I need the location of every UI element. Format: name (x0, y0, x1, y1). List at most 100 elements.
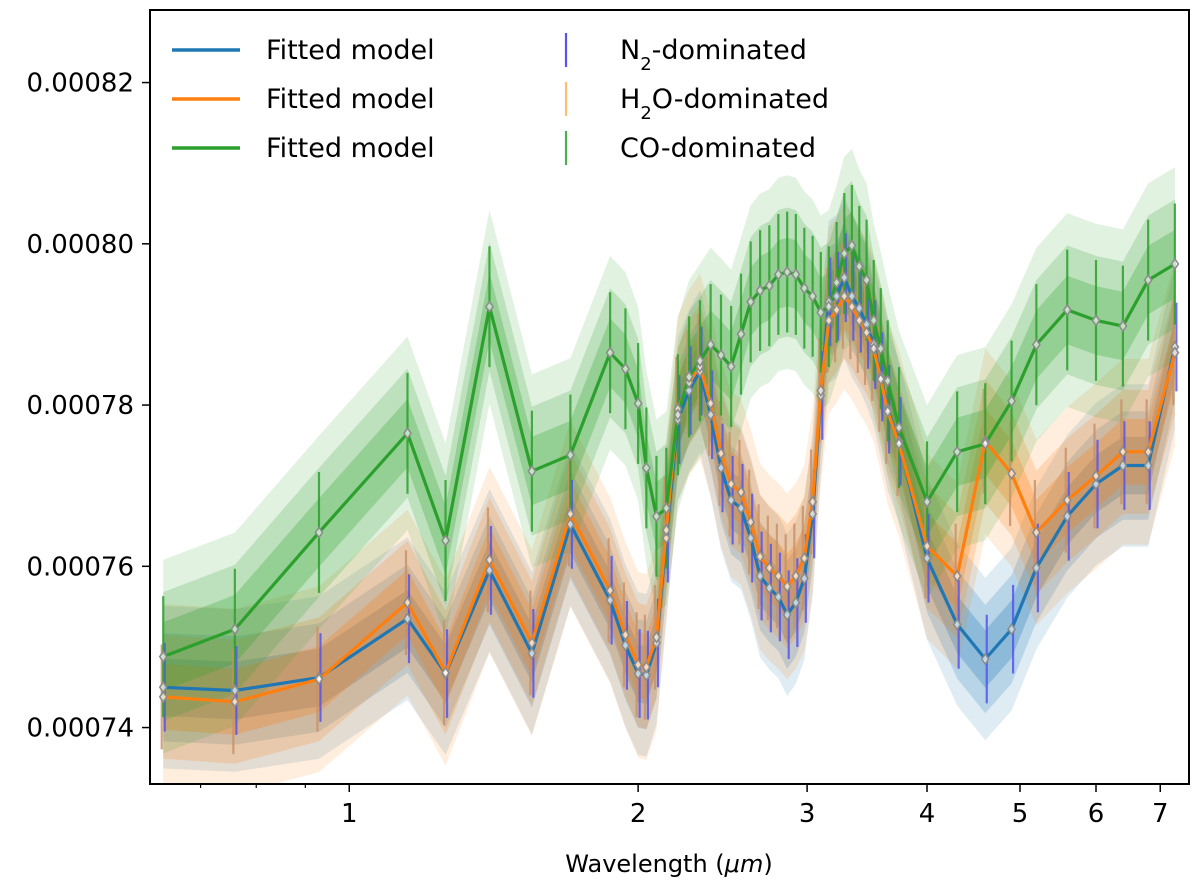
data-point (527, 464, 537, 478)
data-point (706, 397, 716, 410)
data-point (922, 495, 932, 509)
data-point (641, 461, 651, 475)
data-point (746, 531, 756, 545)
data-point (980, 437, 990, 451)
x-tick-label: 7 (1152, 799, 1169, 829)
data-point (1062, 493, 1072, 507)
legend-label: Fitted model (266, 35, 435, 66)
series-line-n2-dominated (163, 276, 1177, 693)
data-point (716, 461, 726, 475)
y-tick-label: 0.00076 (26, 552, 134, 582)
data-point (773, 569, 783, 583)
data-point (808, 495, 818, 509)
x-tick-label: 3 (799, 799, 816, 829)
data-point (661, 523, 671, 537)
data-point (952, 617, 962, 631)
data-point (791, 569, 801, 583)
data-point (706, 338, 716, 351)
data-point (854, 301, 864, 315)
data-point (716, 447, 726, 460)
y-tick-label: 0.00082 (26, 69, 134, 99)
data-point (673, 408, 683, 422)
data-point (746, 515, 756, 529)
data-point (641, 668, 651, 682)
data-point (824, 300, 834, 314)
data-point (314, 672, 324, 686)
legend-label: CO-dominated (620, 133, 816, 164)
data-point (922, 539, 932, 553)
data-point (847, 300, 857, 314)
data-point (484, 563, 494, 577)
data-point (839, 289, 849, 303)
data-point (527, 636, 537, 650)
data-point (403, 596, 412, 609)
data-point (565, 448, 575, 462)
data-point (726, 477, 736, 491)
data-point (641, 660, 651, 674)
band-co-dominated-2 (163, 211, 1175, 691)
data-point (1118, 319, 1128, 333)
data-point (922, 551, 932, 565)
data-point (1143, 459, 1153, 472)
data-point (736, 327, 746, 341)
data-point (1143, 445, 1153, 459)
data-point (755, 550, 765, 564)
y-tick-label: 0.00078 (26, 391, 134, 421)
data-point (854, 259, 864, 273)
data-point (808, 289, 818, 303)
data-point (869, 342, 879, 356)
data-point (484, 553, 494, 567)
data-point (869, 314, 879, 327)
data-point (620, 628, 630, 642)
data-point (684, 370, 694, 384)
x-tick-label: 6 (1088, 799, 1105, 829)
data-point (314, 526, 324, 539)
data-point (808, 507, 818, 521)
data-point (764, 581, 774, 595)
data-point (695, 354, 705, 368)
data-point (620, 362, 630, 376)
data-point (952, 569, 962, 583)
data-point (605, 593, 615, 607)
data-point (764, 561, 774, 575)
data-point (684, 384, 694, 397)
data-point (782, 265, 792, 279)
data-point (1091, 469, 1101, 483)
data-point (952, 445, 962, 459)
data-point (894, 437, 904, 451)
data-point (755, 569, 765, 583)
legend-label: N2-dominated (620, 35, 807, 75)
data-point (403, 426, 412, 440)
data-point (755, 284, 765, 297)
data-point (651, 630, 661, 644)
data-point (441, 534, 451, 547)
data-point (1031, 338, 1041, 351)
plot-frame (149, 9, 1190, 785)
data-point (605, 584, 615, 597)
band-co-dominated-0 (163, 148, 1175, 754)
x-tick-label: 2 (630, 799, 647, 829)
data-point (1170, 346, 1180, 360)
data-point (847, 239, 857, 252)
data-point (1031, 526, 1041, 539)
data-point (1091, 314, 1101, 327)
data-point (746, 295, 756, 309)
legend-label: H2O-dominated (620, 84, 829, 124)
data-point (661, 501, 671, 515)
data-point (736, 485, 746, 499)
data-point (782, 580, 792, 593)
x-tick-label: 1 (341, 799, 358, 829)
data-point (773, 590, 783, 604)
data-point (1007, 394, 1017, 408)
data-point (883, 374, 893, 388)
data-point (876, 342, 886, 356)
data-point (839, 271, 849, 285)
data-point (726, 359, 736, 373)
band-co-dominated-1 (163, 180, 1175, 722)
data-point (1170, 257, 1180, 271)
data-point (824, 314, 834, 327)
data-point (883, 405, 893, 418)
data-point (1118, 445, 1128, 459)
data-point (816, 384, 826, 397)
